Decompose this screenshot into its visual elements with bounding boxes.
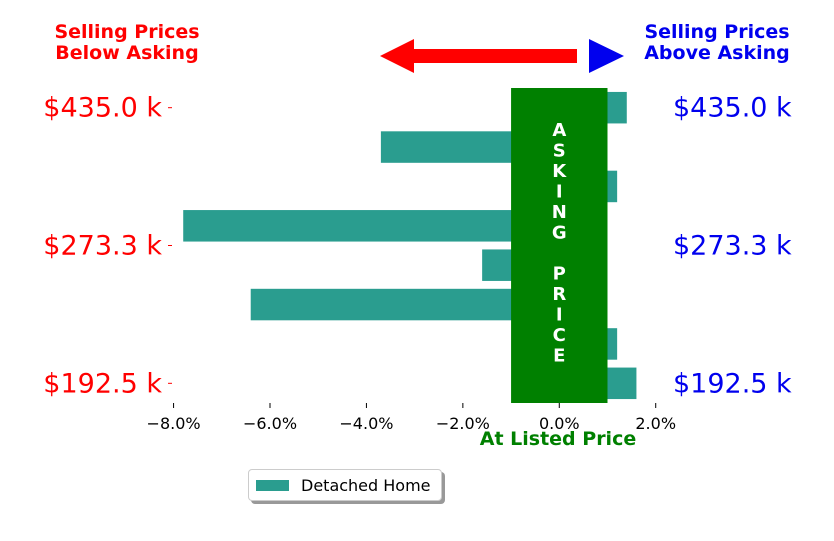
- y-tick-label-right: $273.3 k: [673, 231, 792, 262]
- annotation-above-asking: Above Asking: [644, 42, 790, 64]
- band-letter: R: [552, 284, 566, 305]
- x-tick-label: 0.0%: [539, 414, 580, 433]
- band-letter: S: [553, 141, 566, 162]
- x-tick-label: −6.0%: [243, 414, 297, 433]
- band-letter: I: [556, 305, 563, 326]
- legend-swatch: [256, 480, 289, 491]
- band-letter: G: [552, 223, 567, 244]
- y-axis: $435.0 k $435.0 k $273.3 k $273.3 k $192.5 k…: [43, 93, 792, 400]
- left-arrow-icon: [380, 39, 577, 73]
- band-rect: [511, 88, 608, 403]
- x-axis-label: At Listed Price: [480, 428, 636, 450]
- x-tick-label: 2.0%: [635, 414, 676, 433]
- annotation-above-asking: Selling Prices: [644, 21, 789, 43]
- y-tick-label-right: $435.0 k: [673, 93, 792, 124]
- bar: [183, 210, 560, 242]
- y-tick-label-left: $273.3 k: [43, 231, 162, 262]
- y-tick-label-left: $192.5 k: [43, 368, 162, 399]
- band-letter: P: [553, 264, 566, 285]
- legend-label: Detached Home: [301, 476, 431, 495]
- annotation-below-asking: Below Asking: [55, 42, 198, 64]
- y-tick-label-left: $435.0 k: [43, 93, 162, 124]
- band-letter: N: [552, 202, 567, 223]
- band-letter: E: [553, 346, 565, 367]
- bar: [250, 288, 560, 321]
- band-letter: A: [552, 120, 566, 141]
- x-tick-label: −8.0%: [147, 414, 201, 433]
- band-letter: I: [556, 182, 563, 203]
- legend: Detached Home: [248, 469, 442, 501]
- x-tick-label: −2.0%: [436, 414, 490, 433]
- annotation-below-asking: Selling Prices: [54, 21, 199, 43]
- band-letter: C: [553, 325, 566, 346]
- x-axis: −8.0% −6.0% −4.0% −2.0% 0.0% 2.0%At Listed Pr…: [147, 403, 676, 450]
- x-tick-label: −4.0%: [339, 414, 393, 433]
- y-tick-label-right: $192.5 k: [673, 368, 792, 399]
- band-letter: K: [552, 161, 567, 182]
- right-arrow-icon: [589, 39, 624, 73]
